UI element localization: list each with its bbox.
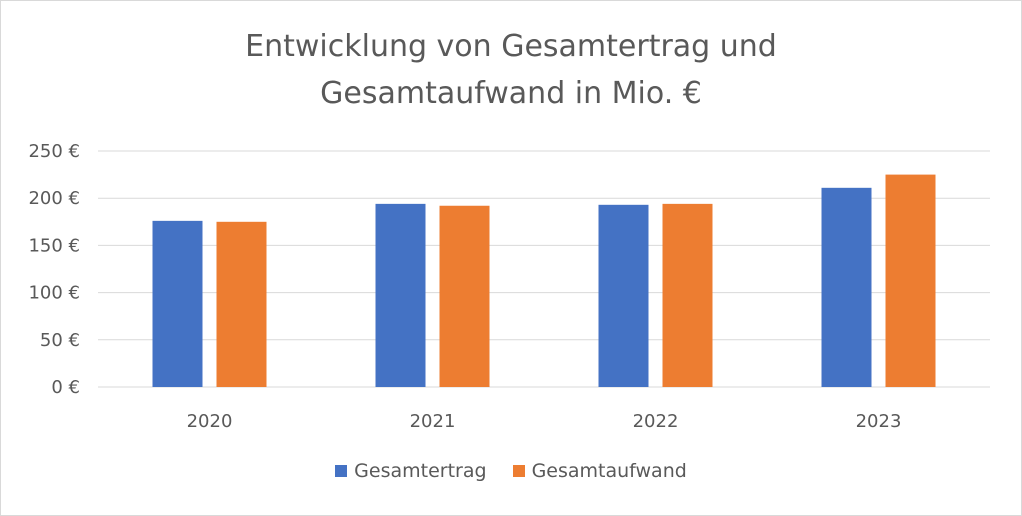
bar-gesamtertrag-2020 (152, 220, 203, 387)
legend-label-gesamtertrag: Gesamtertrag (354, 460, 487, 482)
bar-gesamtaufwand-2023 (885, 174, 936, 387)
x-tick-label: 2021 (410, 411, 456, 432)
y-tick-label: 150 € (28, 235, 80, 256)
legend-swatch-gesamtertrag (335, 465, 348, 477)
x-tick-label: 2020 (187, 411, 233, 432)
bar-gesamtaufwand-2020 (216, 221, 267, 387)
chart-title-line-2: Gesamtaufwand in Mio. € (320, 76, 702, 111)
y-tick-label: 0 € (51, 377, 80, 398)
legend: Gesamtertrag Gesamtaufwand (0, 460, 1022, 482)
x-tick-label: 2022 (633, 411, 679, 432)
x-tick-label: 2023 (856, 411, 902, 432)
chart-title-line-1: Entwicklung von Gesamtertrag und (245, 29, 777, 64)
bar-gesamtaufwand-2021 (439, 205, 490, 387)
bar-gesamtertrag-2022 (598, 204, 649, 387)
legend-label-gesamtaufwand: Gesamtaufwand (531, 460, 687, 482)
bar-gesamtertrag-2023 (821, 187, 872, 387)
bar-gesamtertrag-2021 (375, 203, 426, 387)
y-tick-label: 250 € (28, 141, 80, 162)
legend-swatch-gesamtaufwand (512, 465, 525, 477)
y-tick-label: 200 € (28, 188, 80, 209)
legend-item-gesamtertrag: Gesamtertrag (335, 460, 487, 482)
y-tick-label: 100 € (28, 283, 80, 304)
bar-gesamtaufwand-2022 (662, 203, 713, 387)
legend-item-gesamtaufwand: Gesamtaufwand (512, 460, 687, 482)
y-tick-label: 50 € (40, 330, 80, 351)
